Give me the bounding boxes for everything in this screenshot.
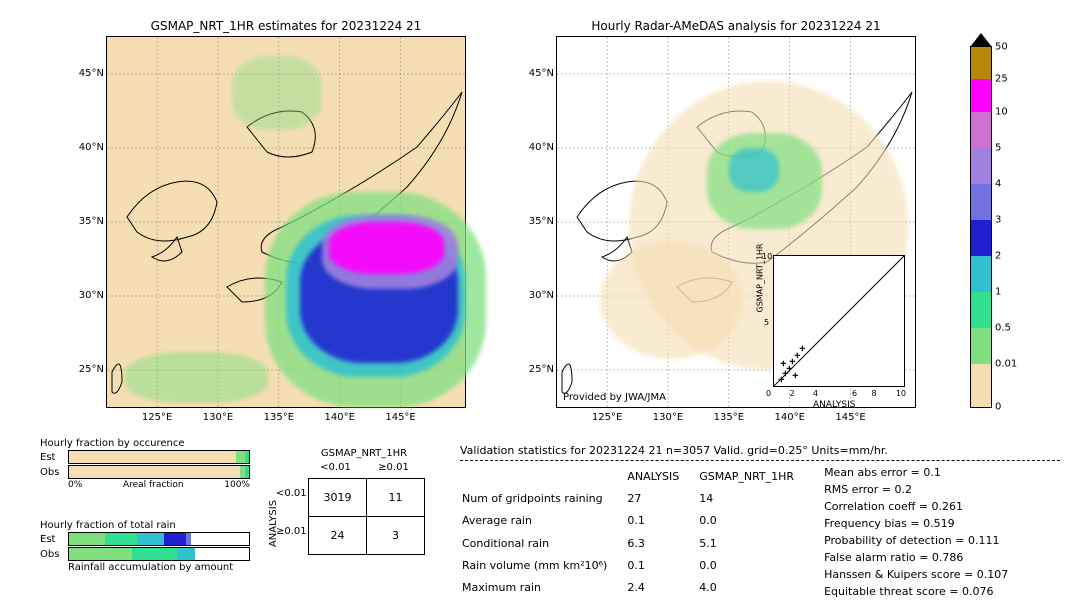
- totalrain-panel: Hourly fraction of total rain EstObs Rai…: [40, 520, 250, 573]
- contingency-col-header: GSMAP_NRT_1HR: [304, 448, 424, 459]
- analysis-cyan: [729, 148, 779, 192]
- svg-text:+: +: [780, 359, 787, 368]
- occurrence-title: Hourly fraction by occurence: [40, 438, 250, 449]
- svg-text:+: +: [799, 344, 806, 353]
- precip-green3: [232, 56, 322, 130]
- provided-by-label: Provided by JWA/JMA: [563, 392, 666, 403]
- right-map-panel: Hourly Radar-AMeDAS analysis for 2023122…: [556, 36, 916, 408]
- precip-magenta: [329, 222, 444, 274]
- right-map-title: Hourly Radar-AMeDAS analysis for 2023122…: [557, 19, 915, 33]
- validation-title: Validation statistics for 20231224 21 n=…: [460, 444, 1060, 457]
- totalrain-title: Hourly fraction of total rain: [40, 520, 250, 531]
- validation-table: ANALYSIS GSMAP_NRT_1HR Num of gridpoints…: [460, 464, 814, 600]
- svg-text:+: +: [792, 371, 799, 380]
- validation-panel: Validation statistics for 20231224 21 n=…: [460, 444, 1060, 600]
- contingency-table: 301911 243: [308, 478, 425, 555]
- validation-metrics: Mean abs error = 0.1RMS error = 0.2Corre…: [824, 464, 1008, 600]
- left-map-title: GSMAP_NRT_1HR estimates for 20231224 21: [107, 19, 465, 33]
- precip-green2: [125, 352, 268, 404]
- inset-scatter: + + + + + + + + 0 10 4 6 8 2 ANALYSIS GS…: [773, 255, 905, 387]
- colorbar: 502510543210.50.010: [970, 46, 992, 408]
- left-map-panel: GSMAP_NRT_1HR estimates for 20231224 21 …: [106, 36, 466, 408]
- contingency-row-header: ANALYSIS: [268, 500, 279, 547]
- inset-xlabel: ANALYSIS: [813, 400, 855, 410]
- occurrence-panel: Hourly fraction by occurence EstObs 0% A…: [40, 438, 250, 490]
- analysis-halo2: [600, 241, 743, 359]
- totalrain-footer: Rainfall accumulation by amount: [68, 562, 250, 573]
- colorbar-arrow-top: [970, 33, 992, 47]
